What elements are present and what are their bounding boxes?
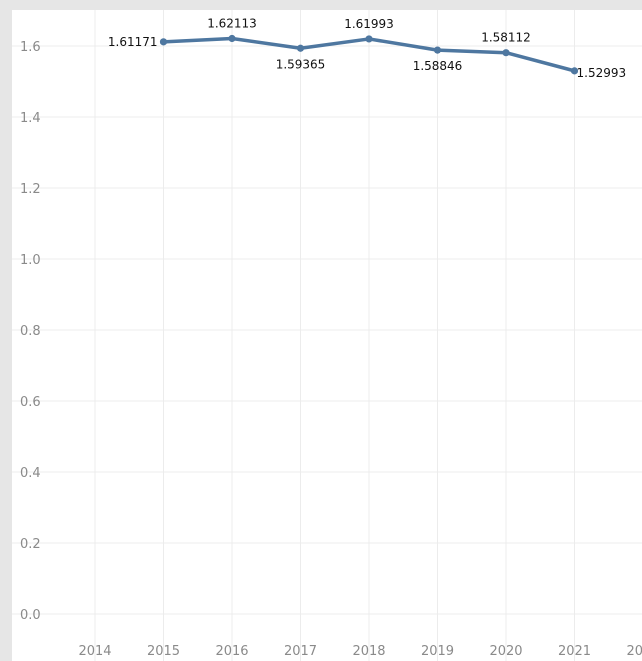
x-tick-label: 2015 [147, 644, 180, 659]
x-tick-label: 2018 [352, 644, 385, 659]
data-label: 1.59365 [276, 57, 326, 71]
y-axis-ticks: 0.0 0.2 0.4 0.6 0.8 1.0 1.2 1.4 1.6 [20, 40, 41, 623]
data-labels: 1.61171 1.62113 1.59365 1.61993 1.58846 1.581… [108, 16, 626, 79]
data-point [502, 49, 510, 57]
x-axis-ticks: 2014 2015 2016 2017 2018 2019 2020 2021 2022 [78, 644, 642, 659]
data-label: 1.61993 [344, 17, 394, 31]
y-tick-label: 1.2 [20, 182, 41, 197]
series-layer [159, 34, 579, 75]
y-tick-label: 0.6 [20, 395, 41, 410]
y-tick-label: 0.0 [20, 608, 41, 623]
data-point [159, 38, 168, 46]
x-tick-label: 2019 [421, 644, 454, 659]
y-tick-label: 1.4 [20, 111, 41, 126]
x-tick-label: 2017 [284, 644, 317, 659]
data-label: 1.58846 [413, 59, 463, 73]
plot-background [12, 10, 642, 661]
data-point [365, 35, 373, 43]
x-tick-label: 2016 [215, 644, 248, 659]
data-label: 1.58112 [481, 31, 531, 45]
y-tick-label: 0.2 [20, 537, 41, 552]
x-tick-label: 2022 [626, 644, 642, 659]
data-point [296, 44, 305, 52]
y-tick-label: 0.4 [20, 466, 41, 481]
y-tick-label: 0.8 [20, 324, 41, 339]
data-label: 1.61171 [108, 35, 158, 49]
x-tick-label: 2020 [489, 644, 522, 659]
data-point [433, 46, 442, 54]
grid-lines [12, 10, 642, 661]
x-tick-label: 2021 [558, 644, 591, 659]
y-tick-label: 1.6 [20, 40, 41, 55]
data-point [570, 67, 579, 75]
data-label: 1.62113 [207, 16, 257, 30]
data-point [228, 34, 236, 43]
x-tick-label: 2014 [78, 644, 111, 659]
data-label: 1.52993 [577, 66, 627, 80]
y-tick-label: 1.0 [20, 253, 41, 268]
